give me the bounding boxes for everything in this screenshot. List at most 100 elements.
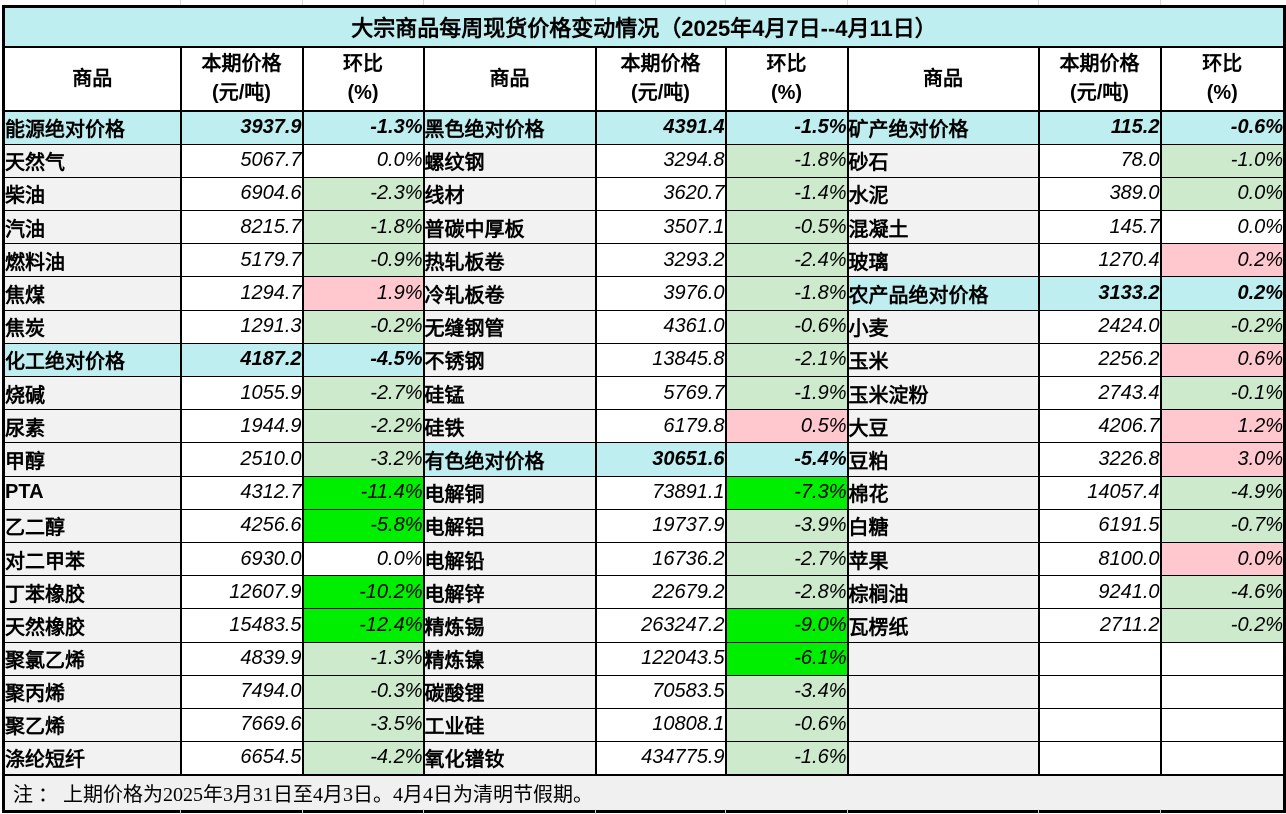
sheet-gridline [1160,809,1161,814]
sheet-gridline [847,0,848,5]
pct-change-cell: -4.9% [1159,475,1286,510]
price-cell: 434775.9 [594,741,727,776]
pct-change-cell: -0.7% [1159,508,1286,543]
pct-change-cell: -0.2% [1159,309,1286,344]
pct-change-cell: -1.8% [301,210,425,245]
header-pct-line2: (%) [770,82,803,104]
pct-change-cell: -9.0% [724,608,849,643]
commodity-cell: 聚丙烯 [2,674,182,709]
pct-change-cell: 0.2% [1159,276,1286,311]
price-cell: 1944.9 [179,409,304,444]
pct-change-cell: -2.7% [301,375,425,411]
header-commodity: 商品 [846,46,1040,112]
price-cell: 16736.2 [594,541,727,577]
pct-change-cell: 0.0% [301,143,425,178]
price-cell: 1270.4 [1037,243,1162,278]
commodity-cell: 烧碱 [2,375,182,411]
price-cell: 19737.9 [594,508,727,543]
price-cell: 7669.6 [179,707,304,743]
header-price-line1: 本期价格 [620,53,701,75]
price-cell: 10808.1 [594,707,727,743]
commodity-cell: 甲醇 [2,442,182,477]
pct-change-cell: 1.9% [301,276,425,311]
table-row: 能源绝对价格 3937.9 -1.3% 黑色绝对价格 4391.4 -1.5% 矿产绝对价格… [2,110,1286,145]
price-cell: 389.0 [1037,176,1162,212]
header-pct-line1: 环比 [343,53,383,75]
price-cell: 6904.6 [179,176,304,212]
pct-change-cell: -6.1% [724,641,849,676]
pct-change-cell: -0.6% [1159,110,1286,145]
commodity-cell: 精炼锡 [422,608,597,643]
header-price-line2: (元/吨) [212,82,271,104]
pct-change-cell: -3.9% [724,508,849,543]
commodity-cell: 无缝钢管 [422,309,597,344]
commodity-cell: 聚氯乙烯 [2,641,182,676]
commodity-cell: 螺纹钢 [422,143,597,178]
price-cell: 122043.5 [594,641,727,676]
price-cell: 3293.2 [594,243,727,278]
commodity-cell: 白糖 [846,508,1040,543]
commodity-cell: 农产品绝对价格 [846,276,1040,311]
price-cell: 4391.4 [594,110,727,145]
commodity-cell: 不锈钢 [422,342,597,378]
commodity-cell: 能源绝对价格 [2,110,182,145]
pct-change-cell: -0.2% [1159,608,1286,643]
price-cell: 3507.1 [594,210,727,245]
pct-change-cell: -1.8% [724,276,849,311]
header-pct: 环比 (%) [301,46,425,112]
commodity-cell: 碳酸锂 [422,674,597,709]
price-cell [1037,707,1162,743]
pct-change-cell: -2.7% [724,541,849,577]
commodity-cell: 瓦楞纸 [846,608,1040,643]
header-price-line1: 本期价格 [201,53,282,75]
header-price-line1: 本期价格 [1059,53,1140,75]
commodity-cell: 柴油 [2,176,182,212]
pct-change-cell: -0.2% [301,309,425,344]
price-cell: 3937.9 [179,110,304,145]
table-row: 柴油 6904.6 -2.3% 线材 3620.7 -1.4% 水泥 389.0 0.0% [2,176,1286,212]
price-cell: 3226.8 [1037,442,1162,477]
price-cell [1037,674,1162,709]
price-cell: 4361.0 [594,309,727,344]
commodity-cell: 对二甲苯 [2,541,182,577]
price-cell: 6930.0 [179,541,304,577]
commodity-cell: 焦炭 [2,309,182,344]
commodity-cell: 黑色绝对价格 [422,110,597,145]
commodity-cell: 天然橡胶 [2,608,182,643]
header-pct: 环比 (%) [724,46,849,112]
price-cell: 73891.1 [594,475,727,510]
price-cell: 14057.4 [1037,475,1162,510]
price-cell: 2510.0 [179,442,304,477]
table-row: 对二甲苯 6930.0 0.0% 电解铅 16736.2 -2.7% 苹果 8100.0 0.0… [2,541,1286,577]
commodity-cell: 普碳中厚板 [422,210,597,245]
pct-change-cell: 3.0% [1159,442,1286,477]
pct-change-cell: -1.3% [301,110,425,145]
pct-change-cell: -11.4% [301,475,425,510]
price-cell: 1055.9 [179,375,304,411]
pct-change-cell: -12.4% [301,608,425,643]
header-commodity: 商品 [2,46,182,112]
pct-change-cell: 0.0% [301,541,425,577]
price-cell: 2711.2 [1037,608,1162,643]
price-cell: 4839.9 [179,641,304,676]
price-cell: 115.2 [1037,110,1162,145]
price-cell: 70583.5 [594,674,727,709]
commodity-cell [846,674,1040,709]
sheet-gridline [423,809,424,814]
table-row: 天然橡胶 15483.5 -12.4% 精炼锡 263247.2 -9.0% 瓦楞纸 2711… [2,608,1286,643]
header-pct-line1: 环比 [1202,53,1243,75]
commodity-cell: 氧化镨钕 [422,741,597,776]
commodity-cell: 玻璃 [846,243,1040,278]
header-price: 本期价格 (元/吨) [1037,46,1162,112]
pct-change-cell: 1.2% [1159,409,1286,444]
pct-change-cell: -1.8% [724,143,849,178]
price-cell: 3294.8 [594,143,727,178]
pct-change-cell: -2.3% [301,176,425,212]
commodity-cell: 有色绝对价格 [422,442,597,477]
table-header-row: 商品 本期价格 (元/吨) 环比 (%) 商品 本期价格 (元/吨) 环比 (%) 商品… [2,46,1286,112]
price-cell: 3133.2 [1037,276,1162,311]
pct-change-cell: 0.0% [1159,176,1286,212]
pct-change-cell: -1.5% [724,110,849,145]
price-cell: 5179.7 [179,243,304,278]
price-cell: 13845.8 [594,342,727,378]
